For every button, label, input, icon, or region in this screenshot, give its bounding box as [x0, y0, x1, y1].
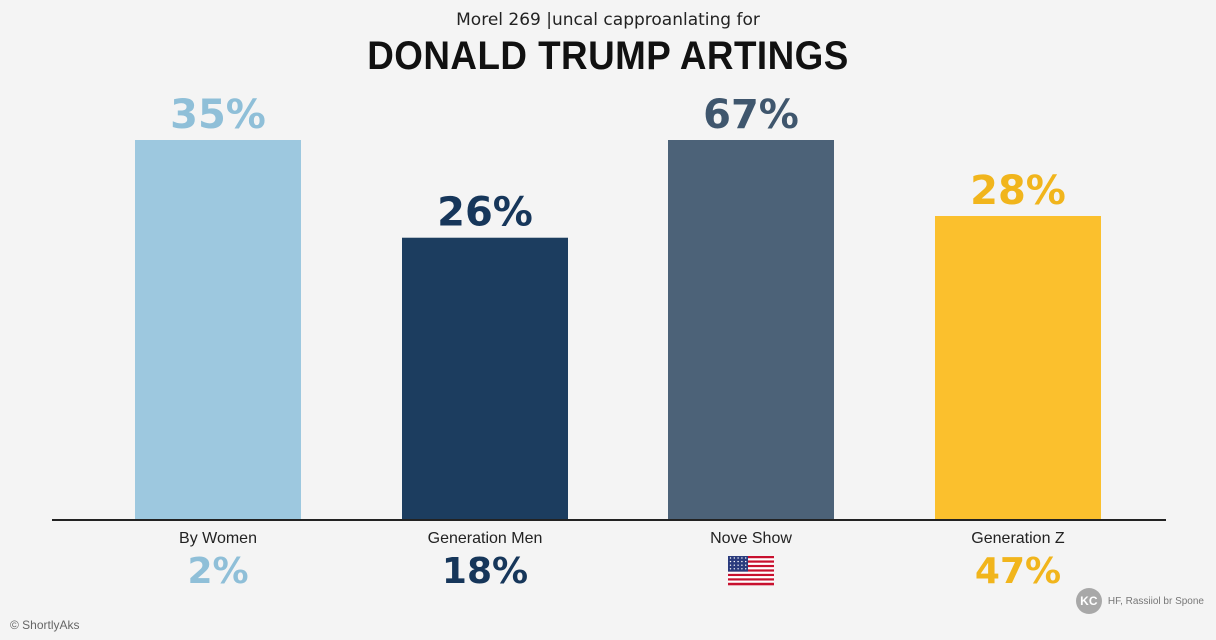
value-label-3: 67% — [703, 92, 799, 138]
source-credit: © ShortlyAks — [10, 618, 80, 632]
secondary-label-2: 18% — [442, 551, 528, 592]
secondary-label-4: 47% — [975, 551, 1061, 592]
category-label-2: Generation Men — [428, 530, 543, 547]
watermark: KC HF, Rassiiol br Spone — [1075, 588, 1204, 614]
category-label-4: Generation Z — [971, 530, 1065, 547]
kc-logo-icon: KC — [1075, 588, 1102, 614]
watermark-text: HF, Rassiiol br Spone — [1107, 595, 1204, 607]
value-label-4: 28% — [970, 168, 1066, 214]
category-label-3: Nove Show — [710, 530, 792, 547]
value-label-1: 35% — [170, 92, 266, 138]
bar-3 — [668, 140, 834, 520]
value-label-2: 26% — [437, 190, 533, 236]
bar-2 — [402, 237, 568, 520]
chart-subtitle: Morel 269 |uncal capproanlating for — [456, 10, 760, 30]
category-label-1: By Women — [179, 530, 257, 547]
secondary-label-1: 2% — [187, 551, 248, 592]
us-flag-icon — [728, 556, 774, 586]
bar-1 — [135, 140, 301, 520]
bar-4 — [935, 216, 1101, 520]
chart-title: DONALD TRUMP ARTINGS — [367, 34, 849, 78]
